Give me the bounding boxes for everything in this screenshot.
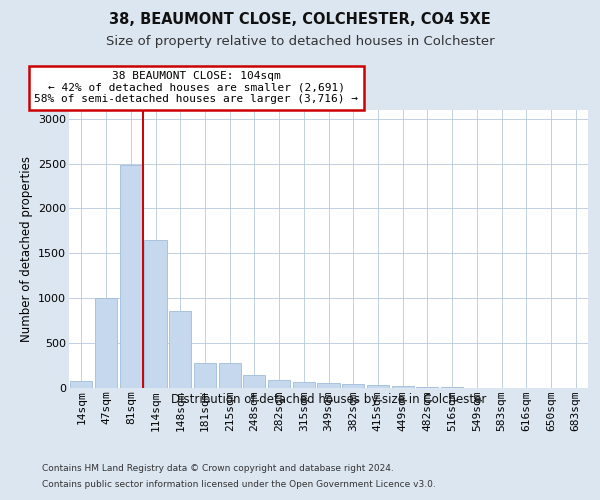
Bar (392, 386, 414, 388)
Bar (342, 384, 364, 388)
Bar (194, 364, 216, 388)
Text: Size of property relative to detached houses in Colchester: Size of property relative to detached ho… (106, 35, 494, 48)
Bar (367, 385, 389, 388)
Bar (145, 240, 167, 388)
Bar (119, 166, 142, 388)
Bar (293, 382, 315, 388)
Bar (169, 312, 191, 388)
Y-axis label: Number of detached properties: Number of detached properties (20, 156, 32, 342)
Bar (268, 380, 290, 388)
Bar (70, 381, 92, 388)
Text: Contains public sector information licensed under the Open Government Licence v3: Contains public sector information licen… (42, 480, 436, 489)
Text: 38, BEAUMONT CLOSE, COLCHESTER, CO4 5XE: 38, BEAUMONT CLOSE, COLCHESTER, CO4 5XE (109, 12, 491, 28)
Text: Distribution of detached houses by size in Colchester: Distribution of detached houses by size … (171, 392, 487, 406)
Text: 38 BEAUMONT CLOSE: 104sqm
← 42% of detached houses are smaller (2,691)
58% of se: 38 BEAUMONT CLOSE: 104sqm ← 42% of detac… (34, 71, 358, 104)
Text: Contains HM Land Registry data © Crown copyright and database right 2024.: Contains HM Land Registry data © Crown c… (42, 464, 394, 473)
Bar (95, 298, 117, 388)
Bar (317, 383, 340, 388)
Bar (243, 375, 265, 388)
Bar (218, 364, 241, 388)
